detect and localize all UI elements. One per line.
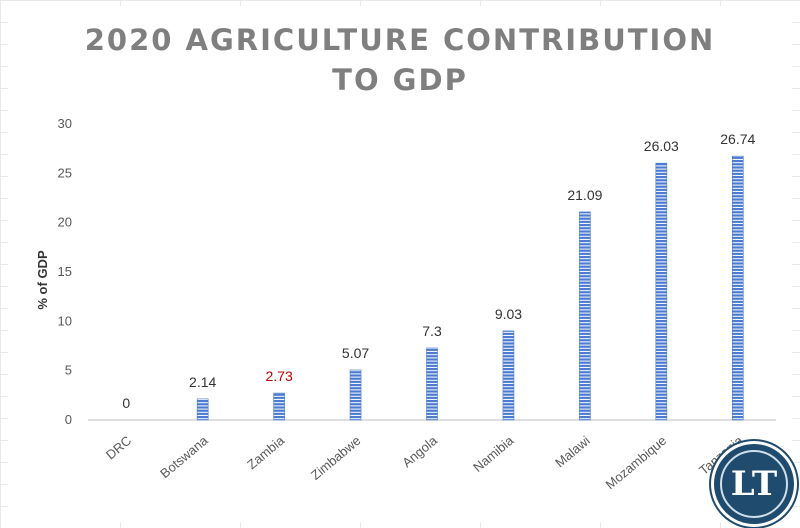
y-tick-label: 15 [58,264,72,279]
bar-zambia [273,392,285,421]
chart-title-line-2: TO GDP [332,63,468,97]
y-tick-label: 30 [58,116,72,131]
bar-namibia [502,330,515,421]
chart-title-line-1: 2020 AGRICULTURE CONTRIBUTION [84,23,716,57]
x-tick-label-zimbabwe: Zimbabwe [308,433,364,483]
data-label-tanzania: 26.74 [720,131,755,147]
bar-tanzania [731,155,744,421]
data-label-zimbabwe: 5.07 [342,345,369,361]
logo-text: LT [720,450,788,518]
data-label-mozambique: 26.03 [644,138,679,154]
x-tick-label-botswana: Botswana [157,432,211,481]
y-axis-title: % of GDP [35,250,50,310]
x-tick-label-drc: DRC [103,433,134,463]
y-tick-label: 0 [65,412,72,427]
data-label-namibia: 9.03 [495,306,522,322]
data-label-drc: 0 [122,395,130,411]
data-label-malawi: 21.09 [567,187,602,203]
x-tick-label-namibia: Namibia [470,432,517,475]
bar-botswana [196,398,209,421]
data-label-zambia: 2.73 [265,368,292,384]
y-tick-label: 20 [58,215,72,230]
chart-title: 2020 AGRICULTURE CONTRIBUTION TO GDP [0,20,800,100]
y-tick-label: 10 [58,313,72,328]
y-tick-label: 5 [65,363,72,378]
bar-mozambique [655,162,668,421]
bar-zimbabwe [349,369,362,421]
lusaka-times-logo-icon: LT [714,444,794,524]
x-tick-label-mozambique: Mozambique [603,433,670,492]
bar-malawi [579,211,591,421]
bar-angola [426,347,438,421]
x-tick-label-malawi: Malawi [552,433,593,471]
x-tick-label-angola: Angola [399,432,440,470]
x-tick-label-zambia: Zambia [244,432,287,472]
data-label-botswana: 2.14 [189,374,216,390]
data-label-angola: 7.3 [422,323,442,339]
y-tick-label: 25 [58,165,72,180]
